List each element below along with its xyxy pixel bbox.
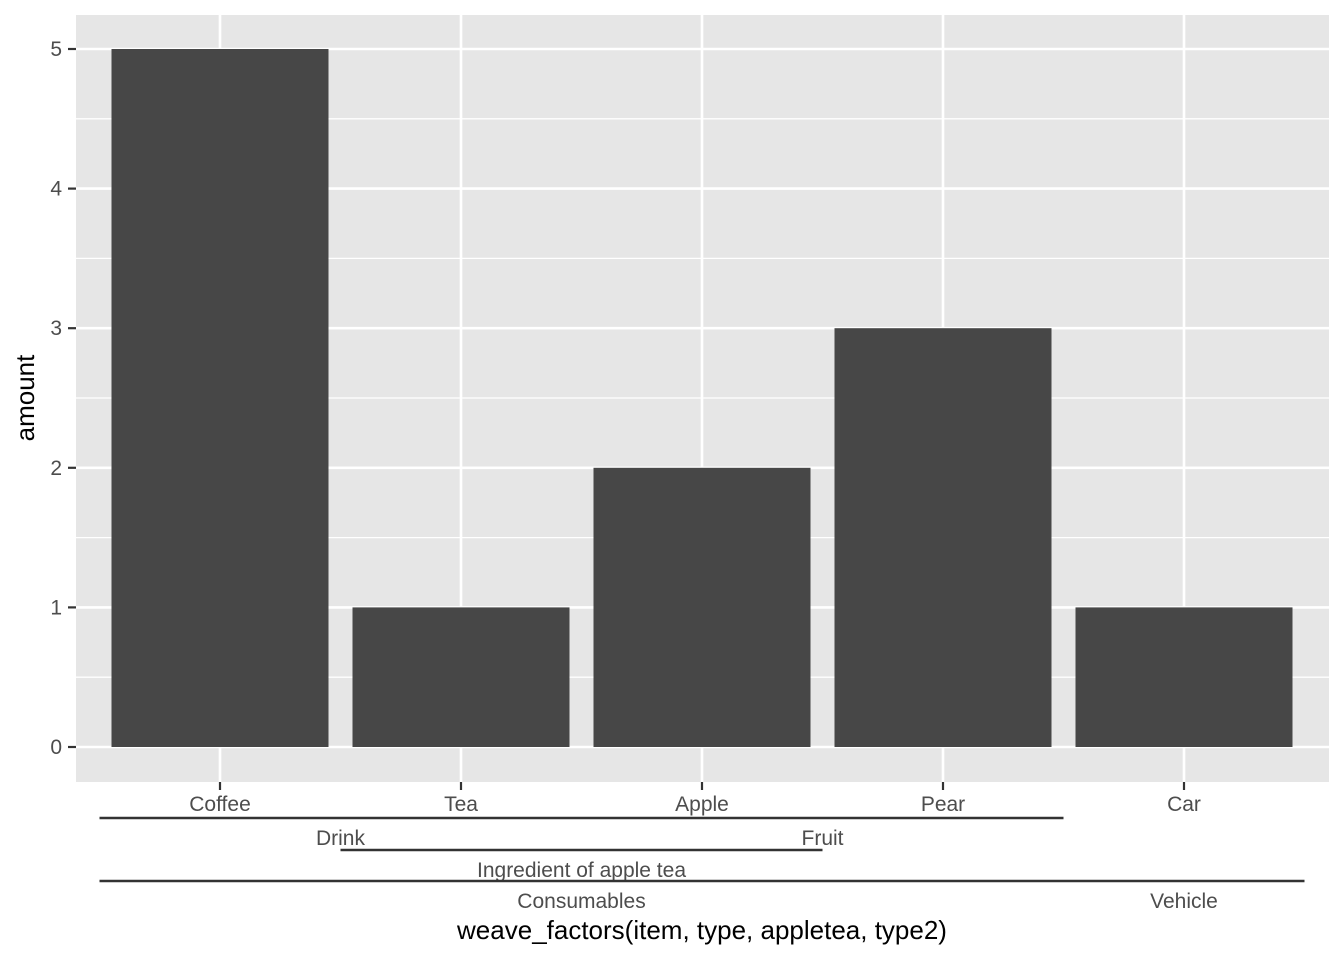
x-tick-label: Apple [675,793,729,816]
group-label-vehicle: Vehicle [1150,890,1218,913]
y-tick-label: 4 [50,178,62,201]
group-label-ingredient-of-apple-tea: Ingredient of apple tea [477,859,686,882]
group-label-drink: Drink [316,827,366,850]
y-tick-label: 3 [50,317,62,340]
x-tick-label: Pear [921,793,965,816]
bar-pear [834,328,1052,747]
x-tick-label: Coffee [189,793,251,816]
x-tick-label: Tea [444,793,478,816]
y-tick-label: 2 [50,457,62,480]
y-axis-title: amount [10,354,40,441]
y-tick-label: 5 [50,38,62,61]
x-axis: Coffee Tea Apple Pear Car [189,782,1201,816]
x-axis-title: weave_factors(item, type, appletea, type… [456,915,947,945]
group-label-consumables: Consumables [517,890,645,913]
bar-tea [352,607,570,747]
bar-coffee [111,49,329,747]
y-tick-label: 0 [50,736,62,759]
bars [111,49,1293,747]
x-tick-label: Car [1167,793,1201,816]
bar-car [1075,607,1293,747]
y-axis: 0 1 2 3 4 5 [50,38,76,759]
group-label-fruit: Fruit [802,827,844,850]
x-axis-groups: Drink Fruit Ingredient of apple tea Consuma… [99,816,1305,913]
bar-apple [593,467,811,747]
y-tick-label: 1 [50,596,62,619]
